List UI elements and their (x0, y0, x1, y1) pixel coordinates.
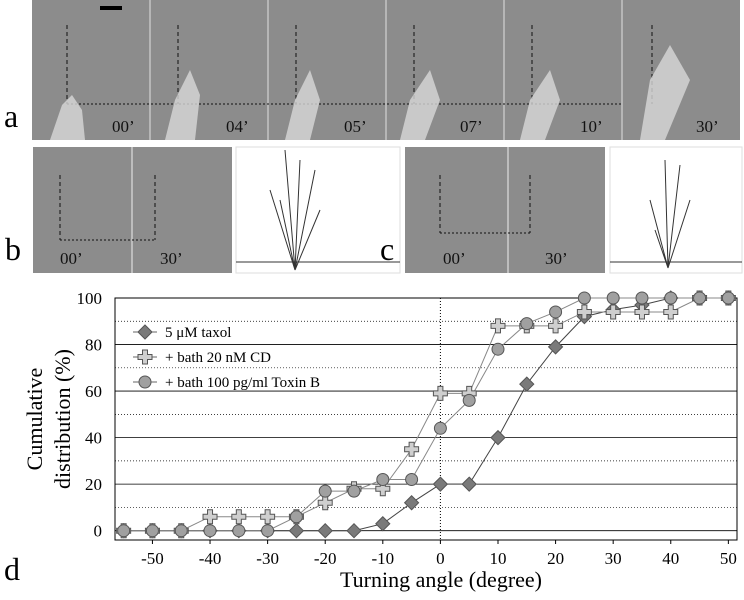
time-label: 05’ (344, 117, 367, 136)
legend-marker (138, 375, 152, 389)
circle-marker (174, 524, 188, 538)
time-label: 00’ (112, 117, 135, 136)
cross-marker (634, 304, 650, 320)
x-tick-label: -10 (371, 549, 394, 568)
time-label: 30’ (160, 249, 183, 268)
cross-marker (260, 509, 276, 525)
time-label: 10’ (580, 117, 603, 136)
y-tick-label: 40 (85, 429, 102, 448)
circle-marker (721, 291, 735, 305)
time-label: 30’ (696, 117, 719, 136)
circle-marker (693, 291, 707, 305)
x-tick-label: -50 (141, 549, 164, 568)
plot-frame (114, 297, 738, 541)
diamond-marker (288, 522, 305, 539)
panel-label: d (4, 551, 20, 587)
x-tick-label: 30 (605, 549, 622, 568)
circle-marker (376, 473, 390, 486)
circle-marker (203, 524, 217, 538)
y-tick-label: 80 (85, 336, 102, 355)
diamond-marker (317, 522, 333, 539)
legend-marker (137, 349, 153, 365)
cross-marker (663, 304, 679, 320)
cross-marker (576, 304, 592, 320)
panel-label: c (380, 231, 394, 267)
panel-c-images (405, 146, 743, 274)
panel-label: a (4, 98, 18, 134)
circle-marker (577, 291, 591, 305)
circle-marker (462, 393, 476, 407)
panel-b-images (33, 146, 401, 274)
circle-marker (289, 510, 303, 524)
cross-marker (231, 509, 247, 525)
circle-marker (145, 524, 159, 538)
circle-marker (232, 524, 246, 538)
diamond-marker (346, 522, 362, 539)
circle-marker (318, 484, 332, 498)
legend-label: 5 μM taxol (165, 325, 231, 341)
diamond-marker (461, 476, 477, 492)
time-label: 30’ (545, 249, 568, 268)
x-tick-label: 50 (720, 549, 737, 568)
panel-a-images (32, 0, 740, 140)
cross-marker (404, 441, 420, 457)
diamond-marker (519, 376, 535, 392)
x-tick-label: 10 (489, 549, 506, 568)
circle-marker (606, 291, 620, 305)
diamond-marker (403, 495, 420, 511)
legend-label: + bath 100 pg/ml Toxin B (165, 375, 320, 391)
series-line (123, 297, 729, 532)
circle-marker (117, 524, 131, 538)
cross-marker (317, 495, 333, 511)
x-tick-label: 20 (547, 549, 564, 568)
cross-marker (375, 481, 391, 497)
y-tick-label: 0 (94, 522, 103, 541)
y-axis-label: distribution (%) (50, 349, 75, 489)
y-tick-label: 20 (85, 475, 102, 494)
circle-marker (261, 524, 275, 538)
circle-marker (405, 473, 419, 486)
x-tick-label: -20 (314, 549, 337, 568)
circle-marker (549, 305, 563, 319)
time-stamps: 00’ 04’ 05’ 07’ 10’ 30’ 00’ 30’ 00’ 30’ (60, 117, 719, 268)
x-tick-label: 0 (436, 549, 445, 568)
diamond-marker (490, 429, 506, 446)
circle-marker (491, 342, 505, 356)
series-line (123, 297, 729, 532)
circle-marker (520, 317, 534, 331)
circle-marker (433, 421, 447, 435)
diamond-marker (547, 339, 564, 355)
y-tick-label: 60 (85, 382, 102, 401)
cross-marker (605, 304, 621, 320)
cross-marker (548, 318, 564, 334)
cross-marker (202, 509, 218, 525)
x-axis-label: Turning angle (degree) (340, 567, 542, 592)
y-tick-label: 100 (77, 289, 103, 308)
circle-marker (347, 484, 361, 498)
legend-label: + bath 20 nM CD (165, 350, 271, 366)
x-tick-label: 40 (662, 549, 679, 568)
chart: 0 20 40 60 80 100 -50 -40 -30 -20 -10 0 10 20 30 40 50 Tu… (22, 289, 738, 592)
circle-marker (635, 291, 649, 305)
circle-marker (664, 291, 678, 305)
time-label: 00’ (60, 249, 83, 268)
time-label: 00’ (443, 249, 466, 268)
diamond-marker (432, 476, 449, 492)
panel-label: b (5, 231, 21, 267)
cross-marker (490, 318, 506, 334)
time-label: 04’ (226, 117, 249, 136)
x-tick-label: -40 (199, 549, 222, 568)
diamond-marker (375, 516, 391, 532)
time-label: 07’ (460, 117, 483, 136)
y-axis-label: Cumulative (22, 368, 47, 471)
x-tick-label: -30 (256, 549, 279, 568)
cross-marker (432, 385, 448, 401)
legend-marker (137, 324, 153, 340)
